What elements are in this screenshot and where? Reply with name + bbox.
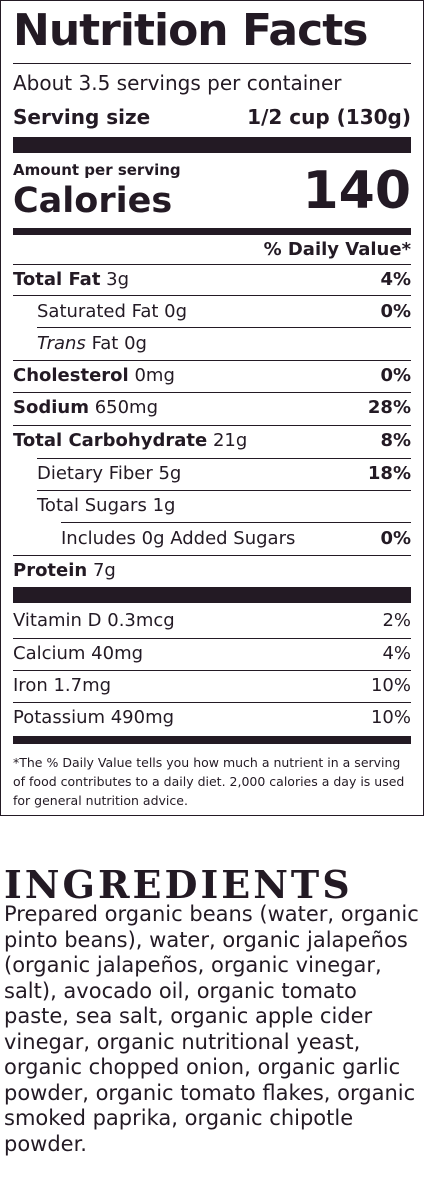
divider [13, 63, 411, 64]
vitamin-row-vitamin-d: Vitamin D 0.3mcg 2% [13, 610, 411, 631]
vitamin-text: Vitamin D 0.3mcg [13, 610, 175, 631]
nutrient-name: Total Fat [13, 269, 101, 290]
nutrient-row-dietary-fiber: Dietary Fiber 5g 18% [13, 463, 411, 484]
calories-value: 140 [302, 161, 411, 221]
divider [13, 360, 411, 361]
nutrition-facts-title: Nutrition Facts [13, 5, 368, 56]
divider [13, 295, 411, 296]
nutrient-row-added-sugars: Includes 0g Added Sugars 0% [13, 528, 411, 549]
nutrient-amount: 3g [106, 269, 130, 290]
nutrition-facts-panel: Nutrition Facts About 3.5 servings per c… [0, 0, 424, 816]
nutrient-name: Total Carbohydrate [13, 430, 208, 451]
nutrient-amount: 0g [164, 301, 188, 322]
nutrient-row-protein: Protein 7g [13, 560, 411, 581]
nutrient-name: Total Sugars [37, 495, 147, 516]
nutrient-name: Trans [37, 333, 86, 354]
divider [37, 327, 411, 328]
vitamin-text: Iron 1.7mg [13, 675, 112, 696]
nutrient-amount: 1g [152, 495, 176, 516]
serving-size-label: Serving size [13, 105, 151, 129]
daily-value-header: % Daily Value* [13, 239, 411, 260]
vitamin-dv: 10% [370, 675, 411, 696]
divider [37, 458, 411, 459]
vitamin-text: Potassium 490mg [13, 707, 175, 728]
nutrient-name: Dietary Fiber [37, 463, 153, 484]
nutrient-name: Saturated Fat [37, 301, 159, 322]
nutrient-row-cholesterol: Cholesterol 0mg 0% [13, 365, 411, 386]
nutrient-dv: 8% [380, 430, 411, 451]
nutrient-row-saturated-fat: Saturated Fat 0g 0% [13, 301, 411, 322]
nutrient-name: Includes 0g Added Sugars [61, 528, 296, 549]
vitamin-dv: 10% [370, 707, 411, 728]
nutrient-name: Sodium [13, 397, 89, 418]
nutrient-amount: Fat 0g [91, 333, 147, 354]
nutrient-dv: 4% [380, 269, 411, 290]
thick-divider [13, 137, 411, 153]
divider [13, 555, 411, 556]
amount-per-serving: Amount per serving [13, 161, 181, 179]
vitamin-row-iron: Iron 1.7mg 10% [13, 675, 411, 696]
serving-size-value: 1/2 cup (130g) [247, 105, 411, 129]
nutrient-row-total-sugars: Total Sugars 1g [13, 495, 411, 516]
calories-label: Calories [13, 181, 173, 221]
divider [13, 264, 411, 265]
nutrient-amount: 5g [158, 463, 182, 484]
ingredients-text: Prepared organic beans (water, organic p… [4, 902, 419, 1156]
medium-divider [13, 736, 411, 744]
vitamin-dv: 2% [382, 610, 411, 631]
serving-size-row: Serving size 1/2 cup (130g) [13, 105, 411, 129]
nutrient-row-trans-fat: Trans Fat 0g [13, 333, 411, 354]
nutrient-dv: 0% [380, 528, 411, 549]
nutrient-row-total-carbohydrate: Total Carbohydrate 21g 8% [13, 430, 411, 451]
ingredients-heading: INGREDIENTS [4, 862, 353, 907]
medium-divider [13, 228, 411, 235]
divider [37, 490, 411, 491]
vitamin-row-potassium: Potassium 490mg 10% [13, 707, 411, 728]
nutrient-name: Protein [13, 560, 88, 581]
nutrient-amount: 7g [92, 560, 116, 581]
servings-row: About 3.5 servings per container [13, 71, 411, 95]
divider [13, 392, 411, 393]
nutrient-name: Cholesterol [13, 365, 129, 386]
servings-per-container: About 3.5 servings per container [13, 71, 342, 95]
nutrient-amount: 0mg [134, 365, 175, 386]
nutrient-dv: 0% [380, 301, 411, 322]
nutrient-amount: 650mg [94, 397, 159, 418]
daily-value-footnote: *The % Daily Value tells you how much a … [13, 755, 405, 808]
nutrient-row-total-fat: Total Fat 3g 4% [13, 269, 411, 290]
divider [61, 522, 411, 523]
nutrient-row-sodium: Sodium 650mg 28% [13, 397, 411, 418]
divider [13, 670, 411, 671]
vitamin-row-calcium: Calcium 40mg 4% [13, 643, 411, 664]
nutrient-amount: 21g [212, 430, 248, 451]
vitamin-dv: 4% [382, 643, 411, 664]
vitamin-text: Calcium 40mg [13, 643, 144, 664]
nutrient-dv: 28% [367, 397, 411, 418]
nutrient-dv: 18% [367, 463, 411, 484]
divider [13, 425, 411, 426]
thick-divider [13, 587, 411, 603]
divider [13, 702, 411, 703]
dv-header-label: % Daily Value* [263, 239, 411, 260]
divider [13, 638, 411, 639]
nutrient-dv: 0% [380, 365, 411, 386]
